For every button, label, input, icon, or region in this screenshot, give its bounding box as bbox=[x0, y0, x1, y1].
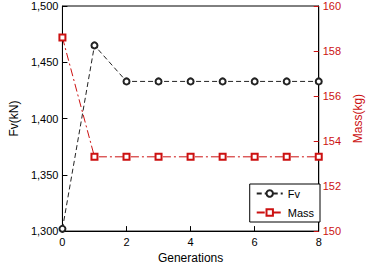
svg-text:1,350: 1,350 bbox=[31, 169, 59, 181]
svg-text:4: 4 bbox=[188, 236, 194, 248]
svg-text:Mass(kg): Mass(kg) bbox=[351, 94, 365, 143]
svg-text:8: 8 bbox=[316, 236, 322, 248]
svg-text:152: 152 bbox=[323, 180, 341, 192]
svg-text:150: 150 bbox=[323, 225, 341, 237]
svg-text:1,500: 1,500 bbox=[31, 0, 59, 12]
svg-text:2: 2 bbox=[123, 236, 129, 248]
svg-text:1,300: 1,300 bbox=[31, 225, 59, 237]
svg-text:158: 158 bbox=[323, 45, 341, 57]
svg-text:154: 154 bbox=[323, 135, 341, 147]
svg-text:Mass: Mass bbox=[288, 207, 315, 219]
svg-text:Fv: Fv bbox=[288, 188, 301, 200]
svg-text:1,450: 1,450 bbox=[31, 56, 59, 68]
svg-text:160: 160 bbox=[323, 0, 341, 12]
svg-text:1,400: 1,400 bbox=[31, 113, 59, 125]
svg-text:Fv(kN): Fv(kN) bbox=[7, 101, 21, 137]
svg-text:6: 6 bbox=[252, 236, 258, 248]
svg-text:Generations: Generations bbox=[158, 251, 223, 265]
svg-text:0: 0 bbox=[59, 236, 65, 248]
svg-text:156: 156 bbox=[323, 90, 341, 102]
